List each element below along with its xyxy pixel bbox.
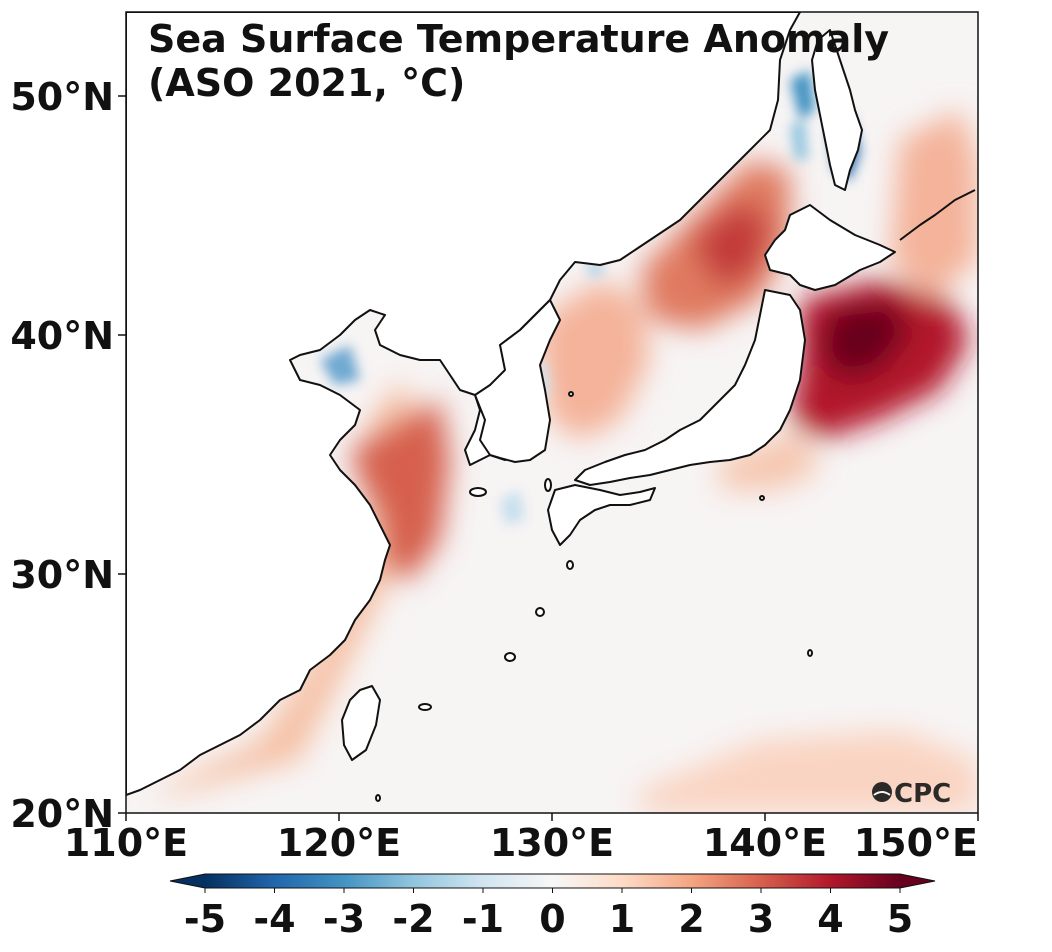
kuril-islands [899,189,976,241]
honshu [574,289,806,486]
ulleung [568,391,574,397]
map-title-line-1: Sea Surface Temperature Anomaly [148,17,889,61]
anomaly-kuril-east [890,110,978,300]
y-axis: 50°N 40°N 30°N 20°N [10,75,126,836]
y-tick-label: 40°N [10,314,114,358]
shikoku-kyushu [547,484,656,546]
hokkaido [764,204,896,291]
y-tick-label: 50°N [10,75,114,119]
x-axis: 110°E 120°E 130°E 140°E 150°E [64,813,979,865]
noaa-emblem-wave-icon [873,791,891,796]
anomaly-pacific-south [640,730,978,813]
jeju-island [469,487,487,497]
colorbar-gradient [205,874,900,888]
colorbar-tick-label: -2 [392,897,434,941]
anomaly-east-of-japan-core [820,300,910,380]
sakhalin [811,29,863,191]
colorbar-tick-label: -1 [462,897,504,941]
small-islands [375,189,976,802]
ogasawara [807,649,813,657]
x-tick-label: 150°E [854,821,978,865]
map-title-line-2: (ASO 2021, °C) [148,61,465,105]
cpc-logo-text: CPC [894,779,951,809]
izu-island [759,495,765,501]
colorbar-tick-label: 4 [817,897,843,941]
anomaly-east-china-sea [350,400,450,580]
taiwan [341,685,381,761]
colorbar-tick-label: -4 [253,897,295,941]
anomaly-field [126,12,978,813]
colorbar-extend-high [900,874,935,888]
korean-peninsula [474,299,561,463]
colorbar-tick-label: -3 [323,897,365,941]
anomaly-japan-sea-south [540,280,650,440]
colorbar-extend-low [170,874,205,888]
colorbar-tick-label: 2 [678,897,704,941]
x-tick-label: 140°E [703,821,827,865]
asian-mainland [126,12,801,796]
y-tick-label: 30°N [10,553,114,597]
colorbar-tick-label: 1 [609,897,635,941]
anomaly-korea-strait [500,490,525,525]
anomaly-japan-sea-core [690,200,770,290]
pescadores [375,794,381,802]
anomaly-sakhalin-west [790,120,808,160]
colorbar-tick-label: 3 [748,897,774,941]
colorbar-tick-label: -5 [184,897,226,941]
x-tick-label: 130°E [490,821,614,865]
anomaly-honshu-south [720,430,820,490]
land-masses [126,12,896,796]
tsushima [544,478,552,492]
miyako [418,703,432,711]
colorbar: -5 -4 -3 -2 -1 0 1 2 3 4 5 [169,873,936,941]
okinawa [504,652,516,662]
amami [535,607,545,617]
anomaly-bohai-sea [320,345,360,385]
cpc-logo: CPC [872,779,951,809]
x-tick-label: 110°E [64,821,188,865]
anomaly-tatar-strait [790,70,815,120]
tanegashima [566,560,574,570]
colorbar-tick-label: 5 [887,897,913,941]
y-tick-label: 20°N [10,792,114,836]
x-tick-label: 120°E [277,821,401,865]
colorbar-tick-label: 0 [539,897,565,941]
